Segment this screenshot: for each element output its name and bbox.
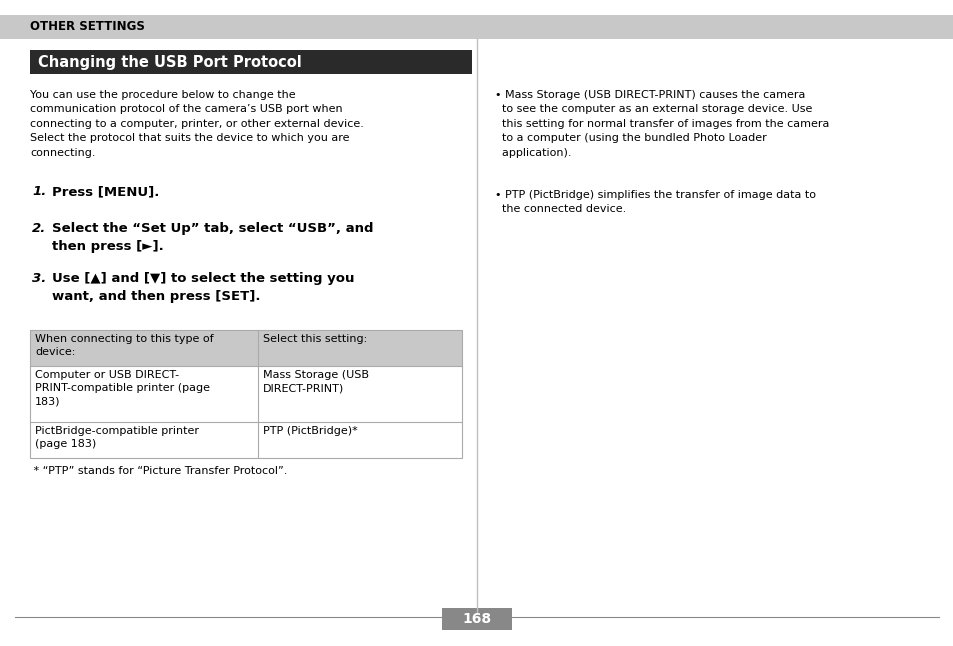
Text: PictBridge-compatible printer
(page 183): PictBridge-compatible printer (page 183) [35, 426, 199, 449]
Text: PTP (PictBridge)*: PTP (PictBridge)* [263, 426, 357, 436]
Bar [30, 366, 461, 422]
Text: Use [▲] and [▼] to select the setting you
want, and then press [SET].: Use [▲] and [▼] to select the setting yo… [52, 272, 355, 303]
Text: • PTP (PictBridge) simplifies the transfer of image data to
  the connected devi: • PTP (PictBridge) simplifies the transf… [495, 190, 815, 214]
Text: When connecting to this type of
device:: When connecting to this type of device: [35, 334, 213, 357]
Text: 2.: 2. [32, 222, 46, 235]
Text: You can use the procedure below to change the
communication protocol of the came: You can use the procedure below to chang… [30, 90, 363, 158]
Text: Press [MENU].: Press [MENU]. [52, 185, 159, 198]
Text: * “PTP” stands for “Picture Transfer Protocol”.: * “PTP” stands for “Picture Transfer Pro… [30, 466, 287, 476]
Bar [30, 422, 461, 458]
Text: Select the “Set Up” tab, select “USB”, and
then press [►].: Select the “Set Up” tab, select “USB”, a… [52, 222, 374, 253]
Text: Computer or USB DIRECT-
PRINT-compatible printer (page
183): Computer or USB DIRECT- PRINT-compatible… [35, 370, 210, 406]
Text: 3.: 3. [32, 272, 46, 285]
Text: OTHER SETTINGS: OTHER SETTINGS [30, 21, 145, 34]
Bar [30, 330, 461, 366]
Text: Select this setting:: Select this setting: [263, 334, 367, 344]
Text: • Mass Storage (USB DIRECT-PRINT) causes the camera
  to see the computer as an : • Mass Storage (USB DIRECT-PRINT) causes… [495, 90, 828, 158]
Bar [30, 330, 461, 458]
Text: 168: 168 [462, 612, 491, 626]
Text: Mass Storage (USB
DIRECT-PRINT): Mass Storage (USB DIRECT-PRINT) [263, 370, 369, 393]
Bar [0, 15, 953, 39]
Bar [441, 608, 512, 630]
Text: Changing the USB Port Protocol: Changing the USB Port Protocol [38, 54, 301, 70]
Text: 1.: 1. [32, 185, 46, 198]
Bar [30, 50, 472, 74]
